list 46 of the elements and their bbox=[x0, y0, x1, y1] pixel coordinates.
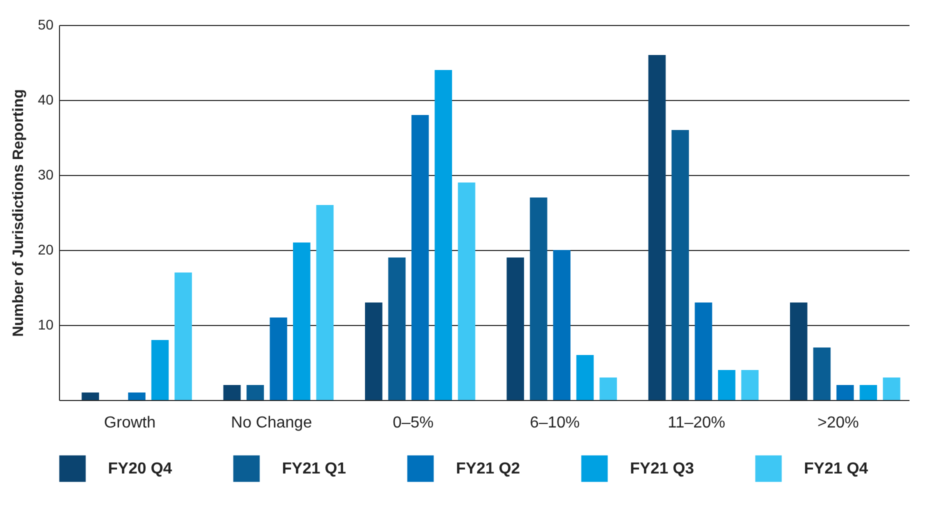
bar bbox=[388, 258, 406, 400]
legend-label: FY21 Q3 bbox=[630, 460, 694, 478]
legend-label: FY20 Q4 bbox=[108, 460, 172, 478]
bar bbox=[151, 340, 169, 400]
x-tick-label: >20% bbox=[817, 414, 859, 432]
bar bbox=[553, 250, 570, 400]
x-tick-label: 11–20% bbox=[668, 414, 726, 432]
y-tick-label: 30 bbox=[38, 166, 54, 182]
x-tick-label: No Change bbox=[231, 414, 312, 432]
bar bbox=[576, 355, 594, 400]
y-tick-label: 50 bbox=[38, 16, 54, 32]
bar bbox=[365, 302, 382, 400]
bar bbox=[246, 385, 264, 400]
bar bbox=[128, 392, 146, 400]
bar bbox=[672, 130, 689, 400]
bar bbox=[813, 348, 831, 400]
bar bbox=[718, 370, 736, 400]
bar bbox=[860, 385, 878, 400]
x-tick-label: Growth bbox=[104, 414, 156, 432]
bar bbox=[882, 378, 900, 400]
bar bbox=[82, 392, 100, 400]
legend-label: FY21 Q4 bbox=[804, 460, 868, 478]
bar bbox=[316, 205, 334, 400]
x-tick-label: 6–10% bbox=[530, 414, 580, 432]
bar bbox=[270, 318, 288, 400]
bar bbox=[223, 385, 241, 400]
legend-label: FY21 Q1 bbox=[282, 460, 346, 478]
bar bbox=[506, 258, 524, 400]
bar bbox=[741, 370, 759, 400]
bar bbox=[530, 198, 548, 400]
y-tick-label: 20 bbox=[38, 242, 54, 258]
y-tick-label: 10 bbox=[38, 316, 54, 332]
bar bbox=[600, 378, 617, 400]
legend-label: FY21 Q2 bbox=[456, 460, 520, 478]
y-axis-title: Number of Jurisdictions Reporting bbox=[10, 89, 27, 337]
bar bbox=[694, 302, 712, 400]
bar bbox=[411, 115, 429, 400]
bar bbox=[174, 272, 192, 400]
bar bbox=[458, 182, 476, 400]
y-tick-label: 40 bbox=[38, 92, 54, 108]
bar bbox=[790, 302, 808, 400]
bar bbox=[434, 70, 452, 400]
bar bbox=[836, 385, 854, 400]
bar bbox=[648, 55, 666, 400]
bar bbox=[293, 242, 310, 400]
x-tick-label: 0–5% bbox=[392, 414, 434, 432]
